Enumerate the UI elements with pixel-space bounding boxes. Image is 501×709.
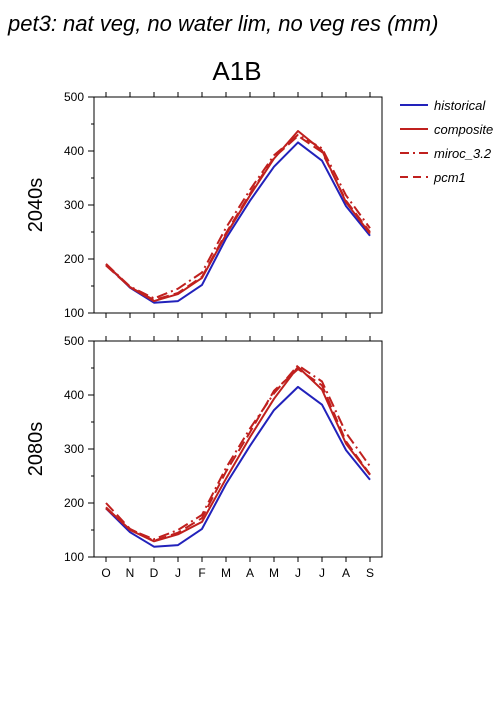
series-line-pcm1 [105,368,371,542]
legend-label: pcm1 [433,170,466,185]
y-tick-label: 500 [64,90,84,104]
x-tick-label: D [150,566,159,580]
scenario-title: A1B [212,56,261,86]
suptitle: pet3: nat veg, no water lim, no veg res … [7,11,438,36]
plot-frame [93,340,383,558]
panel-label: 2040s [25,178,47,233]
y-tick-label: 100 [64,550,84,564]
series-line-pcm1 [105,134,371,301]
x-tick-label: O [101,566,110,580]
y-tick-label: 200 [64,252,84,266]
series-line-composite [105,130,371,303]
panel-2040s: 2040s 100 200 300 400 500 [25,90,383,320]
series-line-miroc_3.2 [105,364,371,541]
legend-label: miroc_3.2 [434,146,492,161]
y-tick-label: 100 [64,306,84,320]
x-tick-label: N [126,566,135,580]
panel-label: 2080s [25,422,47,477]
y-tick-label: 400 [64,388,84,402]
series-line-historical [105,141,371,304]
series-line-composite [105,365,371,543]
x-tick-label: S [366,566,374,580]
plot-frame [93,96,383,314]
y-tick-label: 300 [64,198,84,212]
legend-label: composite [434,122,493,137]
x-tick-label: J [175,566,181,580]
x-tick-label: M [221,566,231,580]
y-tick-label: 500 [64,334,84,348]
legend: historical composite miroc_3.2 pcm1 [400,98,493,185]
series-line-miroc_3.2 [105,133,371,300]
x-tick-label: J [295,566,301,580]
y-tick-label: 400 [64,144,84,158]
x-tick-label: J [319,566,325,580]
x-tick-label: F [198,566,205,580]
x-tick-label: A [246,566,254,580]
legend-label: historical [434,98,486,113]
x-tick-label: M [269,566,279,580]
panel-2080s: 2080s 100 200 300 400 500 O N D J F M A M J J A S [25,334,383,580]
series-line-historical [105,385,371,548]
y-tick-label: 200 [64,496,84,510]
x-tick-label: A [342,566,350,580]
y-tick-label: 300 [64,442,84,456]
